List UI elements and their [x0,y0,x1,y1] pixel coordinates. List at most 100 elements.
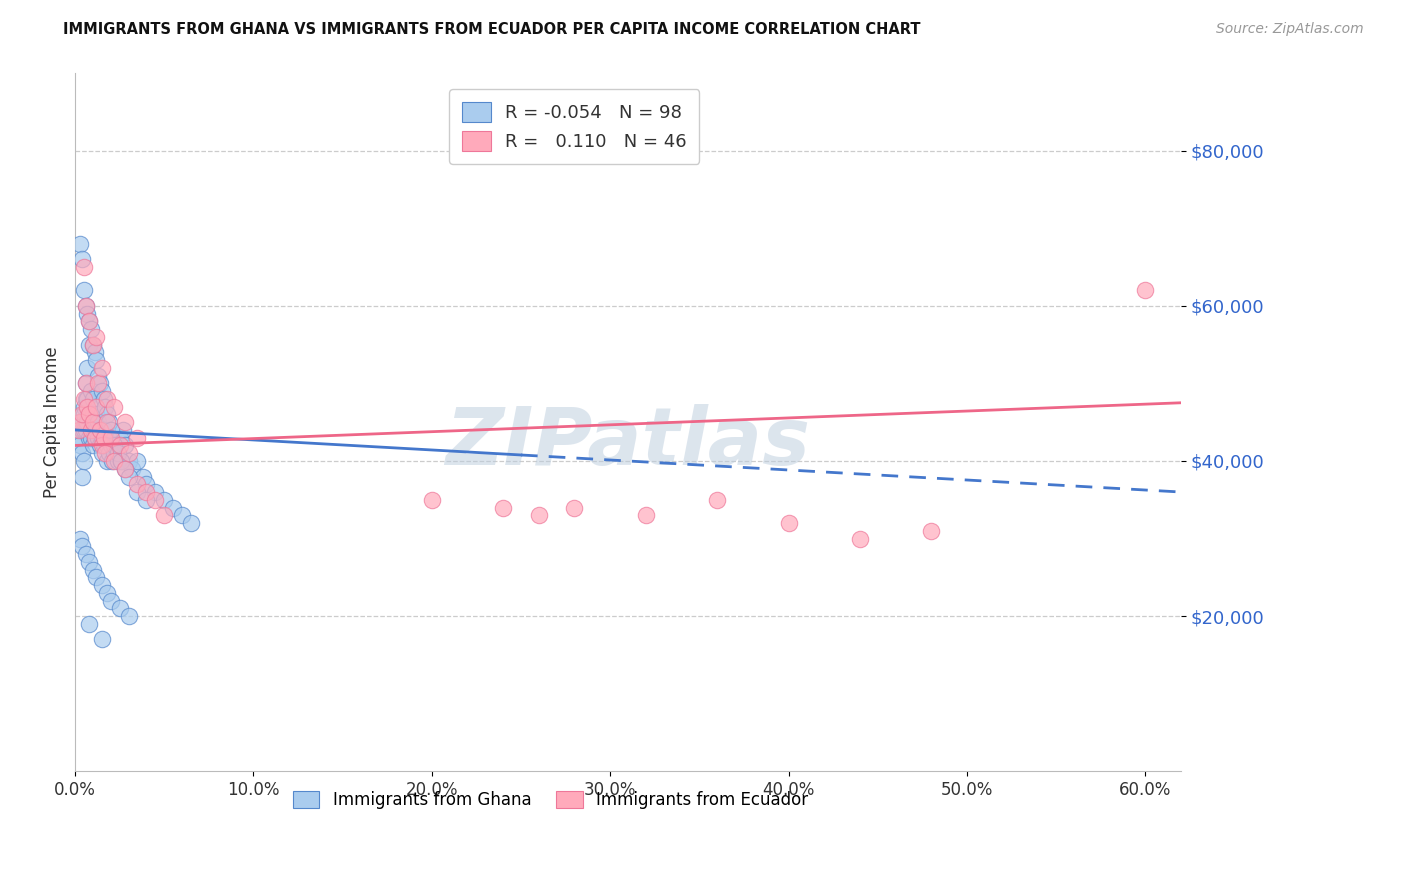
Point [93,431,115,445]
Point [110,454,132,468]
Point [77,314,100,328]
Point [80,322,103,336]
Point [103,400,125,414]
Point [69,438,91,452]
Point [114,438,136,452]
Point [108,431,131,445]
Point [76,307,98,321]
Point [135,477,157,491]
Point [90,632,112,647]
Point [420,492,443,507]
Point [80,408,103,422]
Point [108,601,131,615]
Point [153,508,176,523]
Point [97,415,120,429]
Point [103,454,125,468]
Point [87,368,110,383]
Point [73,454,96,468]
Point [82,438,104,452]
Point [103,446,125,460]
Point [135,492,157,507]
Point [69,236,91,251]
Point [73,283,96,297]
Point [1135,283,1157,297]
Point [96,586,118,600]
Point [110,454,132,468]
Point [89,376,111,391]
Point [82,337,104,351]
Point [100,438,122,452]
Point [75,392,97,406]
Point [90,384,112,398]
Point [82,392,104,406]
Point [73,400,96,414]
Point [82,563,104,577]
Point [778,516,800,530]
Point [69,532,91,546]
Point [143,485,166,500]
Point [73,408,96,422]
Point [96,392,118,406]
Text: IMMIGRANTS FROM GHANA VS IMMIGRANTS FROM ECUADOR PER CAPITA INCOME CORRELATION C: IMMIGRANTS FROM GHANA VS IMMIGRANTS FROM… [63,22,921,37]
Point [89,438,111,452]
Point [83,431,105,445]
Point [849,532,872,546]
Point [103,438,125,452]
Point [82,337,104,351]
Point [86,408,108,422]
Point [70,469,93,483]
Point [564,500,586,515]
Point [76,400,98,414]
Point [87,431,110,445]
Point [83,415,105,429]
Point [527,508,550,523]
Point [143,492,166,507]
Point [77,337,100,351]
Point [75,299,97,313]
Point [89,423,111,437]
Point [121,461,143,475]
Point [83,345,105,359]
Point [87,376,110,391]
Point [76,392,98,406]
Point [77,431,100,445]
Point [80,384,103,398]
Point [117,446,139,460]
Point [117,609,139,624]
Y-axis label: Per Capita Income: Per Capita Income [44,346,60,498]
Point [706,492,728,507]
Point [180,516,202,530]
Point [70,408,93,422]
Point [94,446,117,460]
Point [70,423,93,437]
Point [75,376,97,391]
Point [127,431,149,445]
Point [77,314,100,328]
Point [75,423,97,437]
Point [90,360,112,375]
Point [67,423,90,437]
Point [77,616,100,631]
Point [114,415,136,429]
Point [94,400,117,414]
Point [117,454,139,468]
Point [94,431,117,445]
Point [93,392,115,406]
Point [82,408,104,422]
Point [170,508,193,523]
Point [86,570,108,584]
Point [100,431,122,445]
Point [108,438,131,452]
Point [96,438,118,452]
Point [96,415,118,429]
Point [87,415,110,429]
Point [492,500,515,515]
Point [93,423,115,437]
Point [127,485,149,500]
Point [69,415,91,429]
Point [127,477,149,491]
Point [69,415,91,429]
Point [70,446,93,460]
Point [127,454,149,468]
Point [70,539,93,553]
